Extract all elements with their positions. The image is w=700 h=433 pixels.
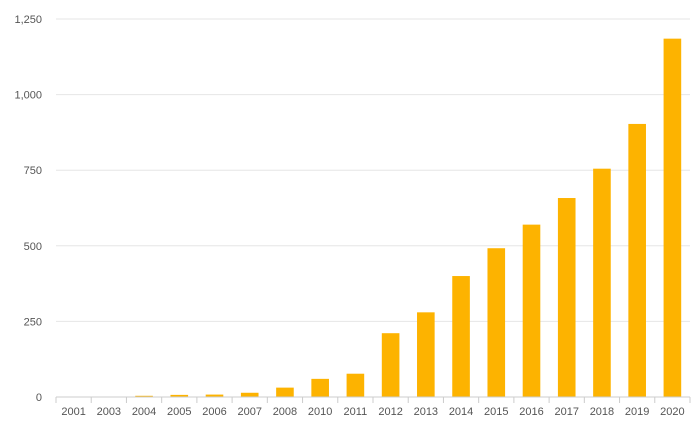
bars xyxy=(64,38,682,397)
x-tick-label: 2004 xyxy=(132,406,156,418)
x-axis-ticks xyxy=(55,397,691,403)
bar xyxy=(417,312,435,397)
bar xyxy=(276,387,294,397)
bar xyxy=(663,38,682,397)
x-tick-label: 2006 xyxy=(202,406,226,418)
x-tick-label: 2016 xyxy=(519,406,543,418)
x-tick-label: 2011 xyxy=(344,406,368,418)
bar xyxy=(240,392,259,397)
bar xyxy=(452,276,470,397)
x-tick-label: 2007 xyxy=(237,406,261,418)
bar xyxy=(311,378,329,397)
bar xyxy=(135,395,153,397)
bar xyxy=(628,123,646,397)
y-tick-label: 1,000 xyxy=(14,90,42,102)
bar xyxy=(487,248,506,397)
bar xyxy=(381,333,400,397)
y-tick-label: 250 xyxy=(24,316,42,328)
y-tick-label: 750 xyxy=(24,165,42,177)
bar xyxy=(205,394,224,397)
y-axis-labels: 0 250 500 750 1,000 1,250 xyxy=(14,14,42,404)
x-tick-label: 2020 xyxy=(660,406,684,418)
y-tick-label: 0 xyxy=(36,392,42,404)
x-axis-labels: 2001 2003 2004 2005 2006 2007 2008 2010 2011 2012… xyxy=(61,406,684,418)
bar xyxy=(522,224,541,397)
bar xyxy=(557,198,576,397)
x-tick-label: 2012 xyxy=(378,406,402,418)
y-tick-label: 1,250 xyxy=(14,14,42,26)
x-tick-label: 2019 xyxy=(625,406,649,418)
x-tick-label: 2015 xyxy=(484,406,508,418)
x-tick-label: 2003 xyxy=(97,406,121,418)
x-tick-label: 2005 xyxy=(167,406,191,418)
x-tick-label: 2018 xyxy=(590,406,614,418)
x-tick-label: 2010 xyxy=(308,406,332,418)
x-tick-label: 2008 xyxy=(273,406,297,418)
x-tick-label: 2001 xyxy=(61,406,85,418)
bar xyxy=(593,168,611,397)
x-tick-label: 2014 xyxy=(449,406,473,418)
y-tick-label: 500 xyxy=(24,241,42,253)
gridlines xyxy=(56,18,690,322)
x-tick-label: 2013 xyxy=(414,406,438,418)
bar xyxy=(346,373,365,397)
x-tick-label: 2017 xyxy=(554,406,578,418)
bar xyxy=(170,394,189,397)
